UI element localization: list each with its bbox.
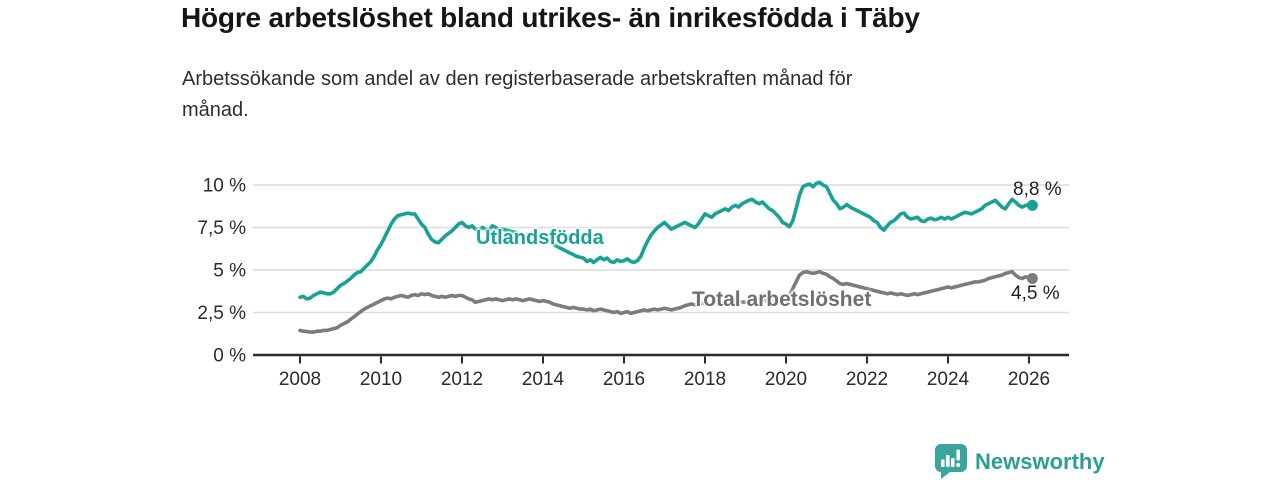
chart-subtitle: Arbetssökande som andel av den registerb…	[182, 64, 852, 126]
y-tick-label: 2,5 %	[197, 303, 246, 324]
x-tick-label: 2008	[279, 369, 321, 390]
series-line-utlandsfodda	[298, 180, 1035, 301]
x-tick-label: 2014	[522, 369, 565, 390]
x-tick-label: 2024	[927, 369, 970, 390]
y-tick-label: 5 %	[213, 261, 246, 282]
x-tick-label: 2018	[684, 369, 726, 390]
bar-chart-bubble-icon	[935, 444, 967, 479]
chart-subtitle-line1: Arbetssökande som andel av den registerb…	[182, 68, 853, 90]
series-label-utlandsfodda: Utlandsfödda	[476, 227, 604, 249]
y-tick-label: 10 %	[203, 176, 246, 197]
chart-title: Högre arbetslöshet bland utrikes- än inr…	[181, 2, 920, 33]
series-label-total-arbetsloshet: Total arbetslöshet	[692, 288, 872, 311]
y-tick-label: 0 %	[213, 346, 246, 367]
x-tick-label: 2026	[1008, 369, 1050, 390]
series-end-dot-total-arbetsloshet	[1026, 273, 1038, 284]
brand-name: Newsworthy	[975, 448, 1105, 474]
newsworthy-logo: Newsworthy	[933, 443, 1105, 480]
x-tick-label: 2022	[846, 369, 888, 390]
y-tick-label: 7,5 %	[197, 218, 246, 239]
end-value-total-arbetsloshet: 4,5 %	[1011, 283, 1060, 304]
x-tick-label: 2012	[441, 369, 483, 390]
x-tick-label: 2010	[360, 369, 402, 390]
chart-subtitle-line2: månad.	[182, 99, 249, 121]
end-value-utlandsfodda: 8,8 %	[1013, 179, 1062, 200]
x-tick-label: 2020	[765, 369, 807, 390]
series-line-total-arbetsloshet	[298, 269, 1035, 334]
series-end-dot-utlandsfodda	[1026, 199, 1038, 211]
x-tick-label: 2016	[603, 369, 645, 390]
